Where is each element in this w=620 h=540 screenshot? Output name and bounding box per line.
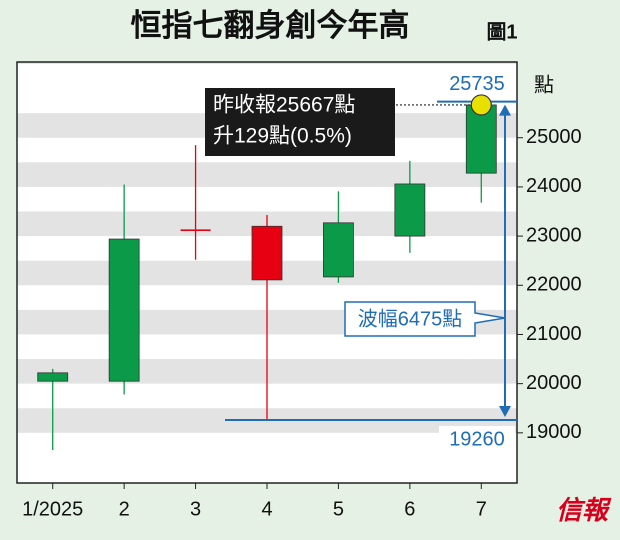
y-tick-label: 20000 [526, 372, 582, 394]
range-callout [344, 301, 506, 337]
candle-body [394, 183, 426, 237]
low-label-bg [439, 426, 515, 453]
high-label: 25735 [449, 73, 505, 95]
candle-body [37, 372, 69, 382]
grid-band [17, 162, 517, 187]
y-tick-label: 21000 [526, 323, 582, 345]
y-tick-label: 25000 [526, 126, 582, 148]
low-label: 19260 [449, 428, 505, 450]
y-tick-label: 24000 [526, 175, 582, 197]
figure-label: 圖1 [486, 20, 517, 43]
arrow-head [499, 104, 511, 116]
x-tick-label: 5 [333, 498, 344, 520]
x-tick-label: 2 [119, 498, 130, 520]
y-tick-label: 19000 [526, 421, 582, 443]
y-unit: 點 [534, 73, 554, 96]
grid-band [17, 62, 517, 64]
note-line: 升129點(0.5%) [213, 125, 352, 148]
chart-title: 恒指七翻身創今年高 [131, 8, 410, 43]
close-marker [470, 94, 492, 116]
x-tick-label: 1/2025 [22, 498, 83, 520]
high-label-bg [439, 71, 515, 98]
candle-body [251, 225, 283, 281]
candle-body [180, 229, 211, 232]
y-tick-label: 23000 [526, 224, 582, 246]
candle-body [108, 238, 140, 382]
note-line: 昨收報25667點 [213, 94, 355, 117]
candle-body [323, 222, 354, 278]
x-tick-label: 4 [261, 498, 272, 520]
x-tick-label: 7 [476, 498, 487, 520]
x-tick-label: 3 [190, 498, 201, 520]
x-tick-label: 6 [404, 498, 415, 520]
range-label: 波幅6475點 [358, 307, 463, 330]
source-logo: 信報 [556, 496, 612, 526]
arrow-head [499, 406, 511, 418]
note-box [205, 88, 395, 156]
y-tick-label: 22000 [526, 274, 582, 296]
